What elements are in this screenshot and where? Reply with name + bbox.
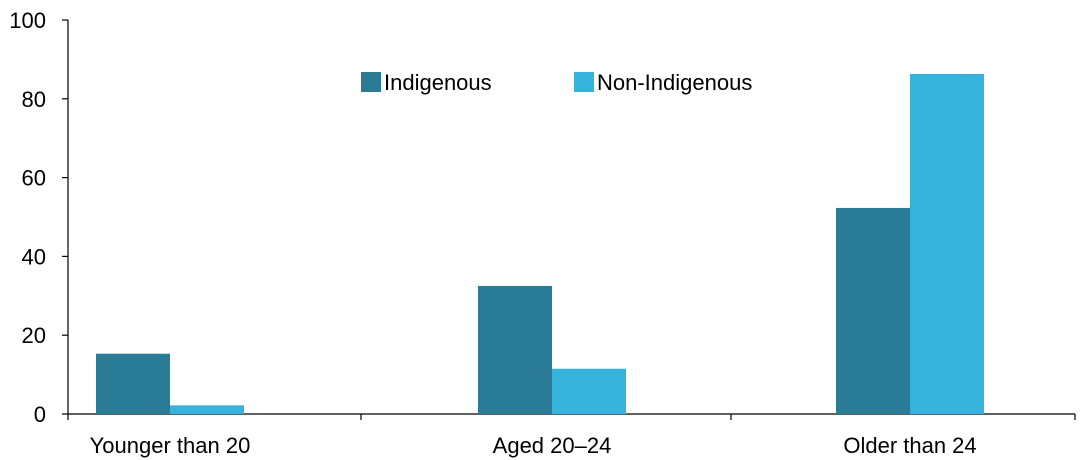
legend-swatch (361, 72, 381, 92)
y-tick-label: 100 (9, 8, 46, 33)
x-category-label: Aged 20–24 (493, 433, 612, 458)
y-tick-label: 0 (34, 402, 46, 427)
legend-label: Non-Indigenous (597, 70, 752, 95)
bar-non-indigenous (910, 73, 984, 414)
bars (96, 73, 984, 414)
bar-indigenous (478, 285, 552, 414)
y-tick-label: 40 (22, 244, 46, 269)
y-tick-label: 60 (22, 166, 46, 191)
bar-indigenous (836, 207, 910, 414)
bar-non-indigenous (552, 368, 626, 414)
y-tick-label: 80 (22, 87, 46, 112)
tick-labels: 0 20 40 60 80 100 Younger than 20 Aged 20–24 Old… (9, 8, 976, 458)
legend: Indigenous Non-Indigenous (361, 70, 752, 95)
y-tick-label: 20 (22, 323, 46, 348)
x-category-label: Younger than 20 (90, 433, 251, 458)
bar-non-indigenous (170, 405, 244, 414)
legend-label: Indigenous (384, 70, 492, 95)
x-category-label: Older than 24 (843, 433, 976, 458)
legend-swatch (574, 72, 594, 92)
bar-indigenous (96, 353, 170, 414)
